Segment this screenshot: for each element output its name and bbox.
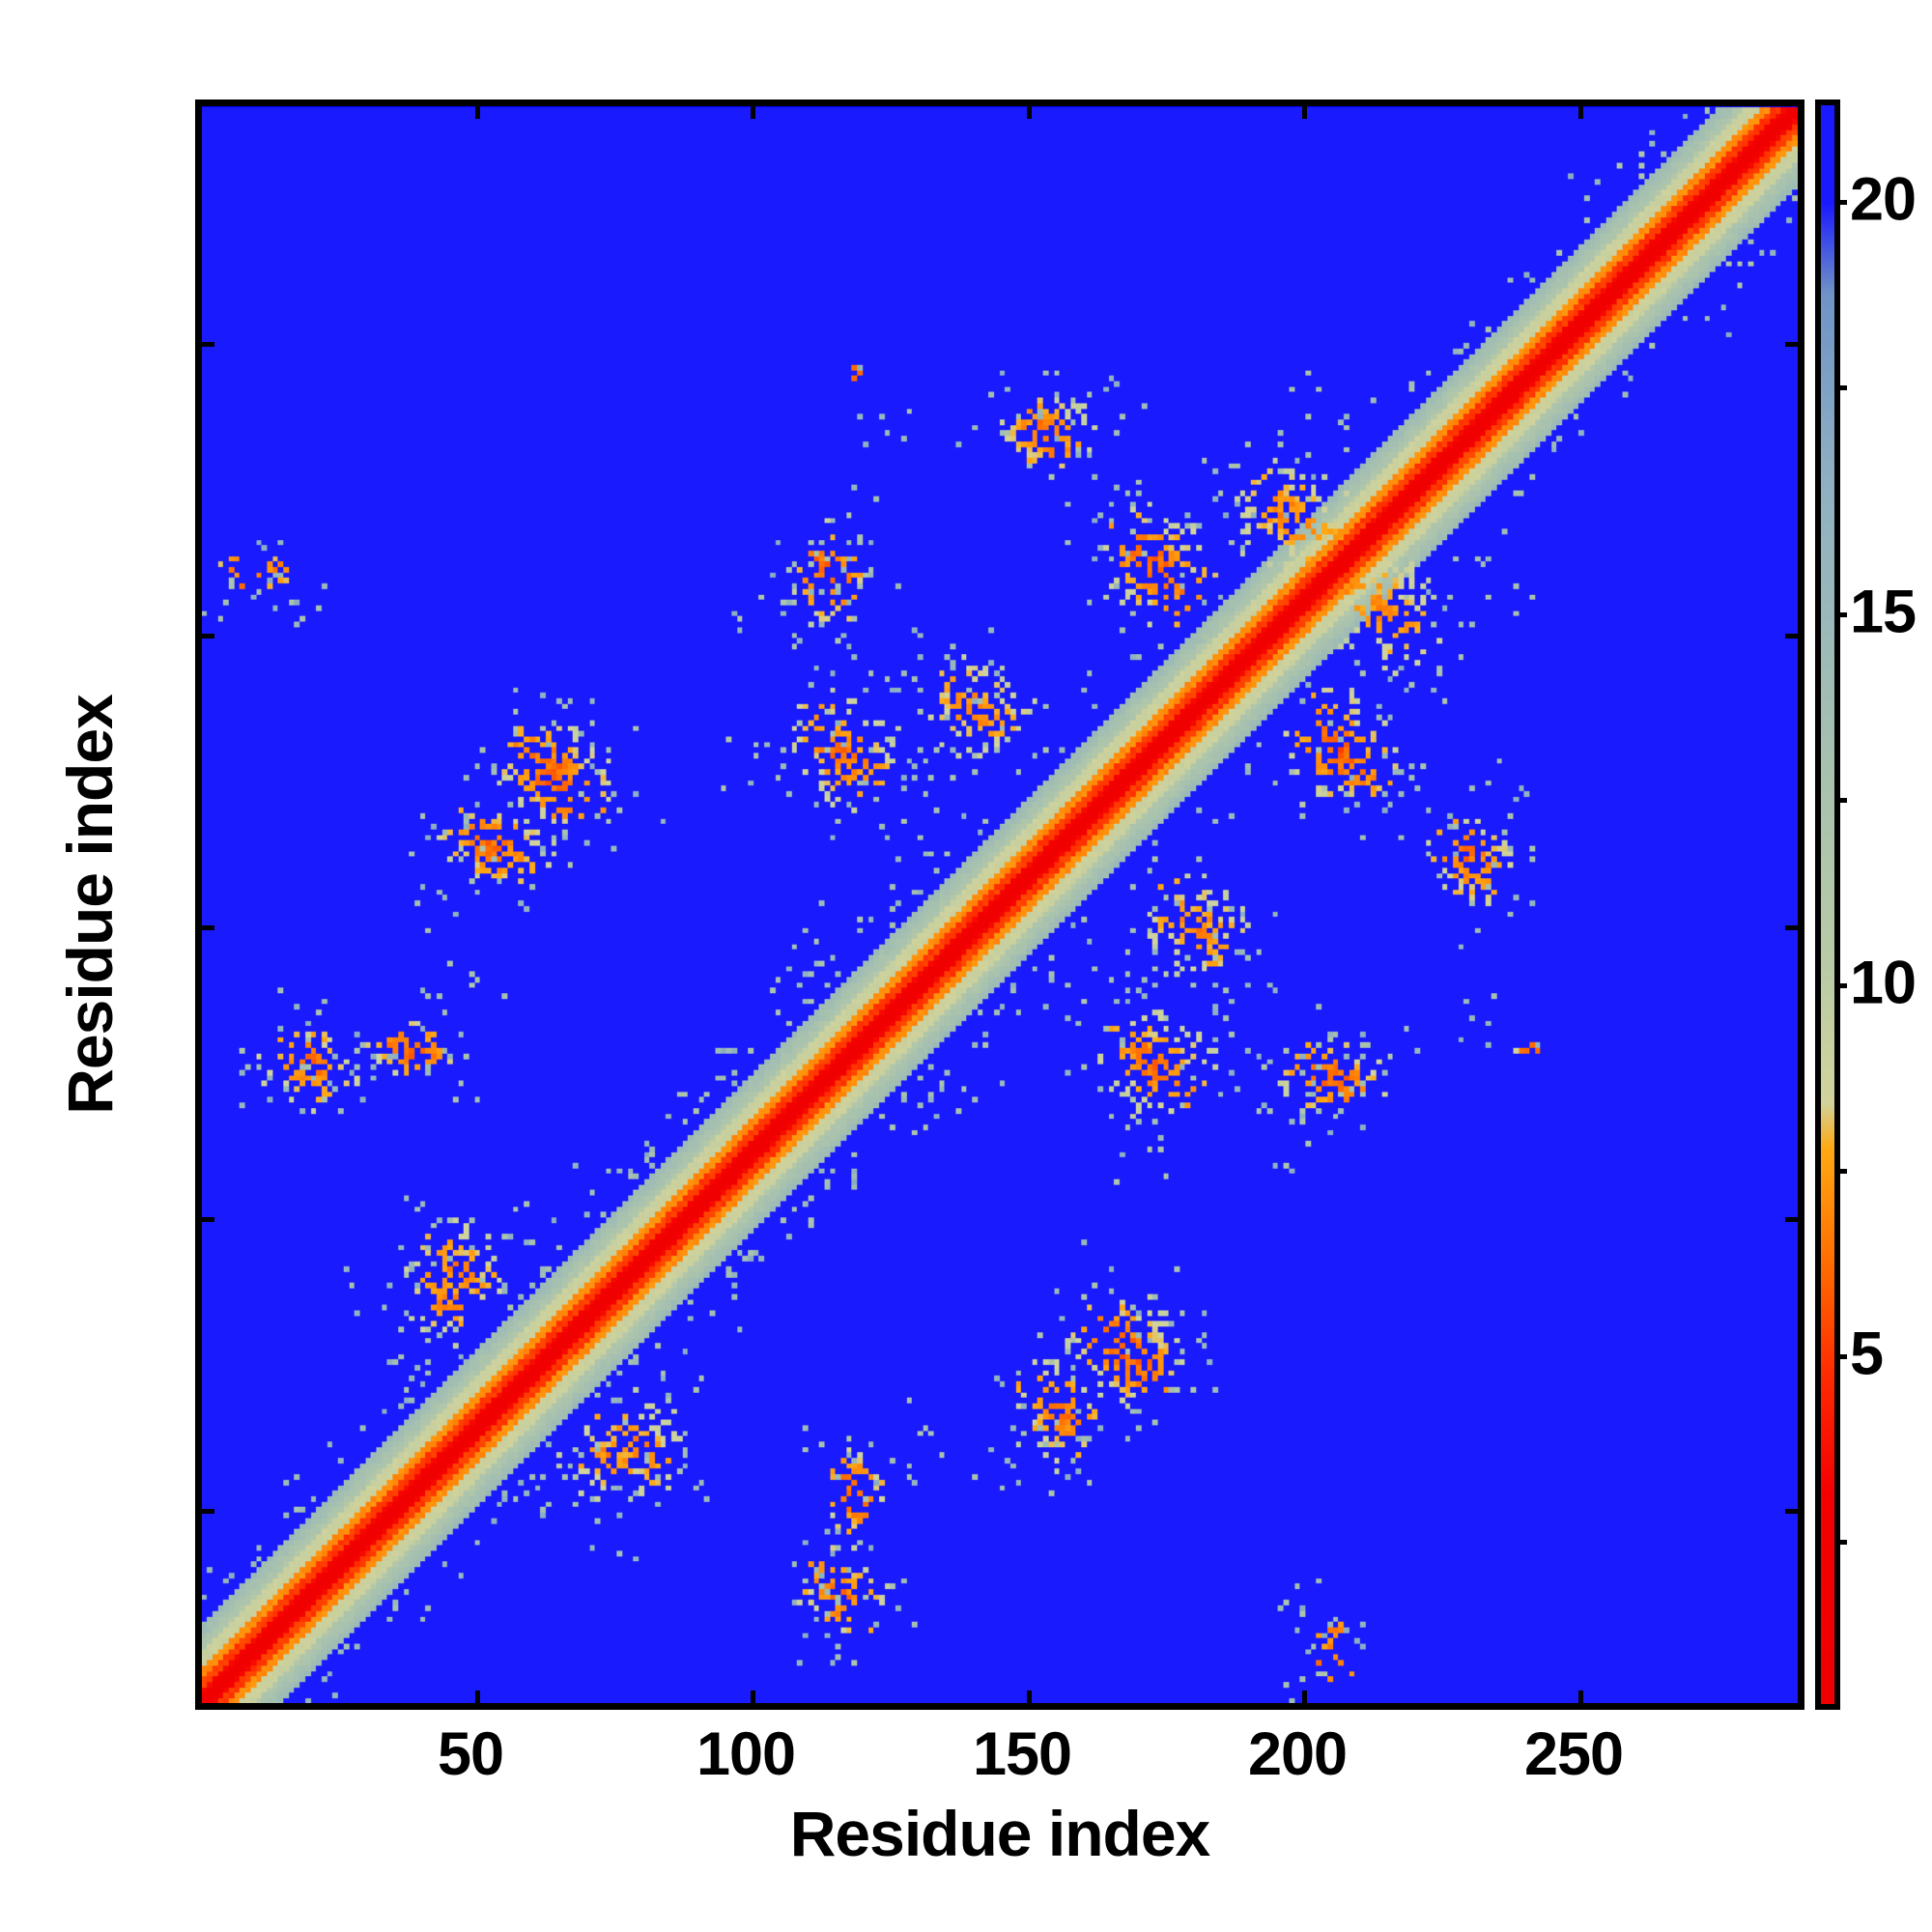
- y-axis-tick-right: [1785, 1509, 1799, 1514]
- y-axis-tick: [201, 925, 214, 930]
- y-axis-tick-right: [1785, 634, 1799, 639]
- colorbar-label-5: 5: [1850, 1320, 1884, 1388]
- contact-map-heatmap: [202, 106, 1798, 1703]
- contact-map-plot-area[interactable]: [195, 99, 1804, 1710]
- colorbar-label-20: 20: [1850, 165, 1917, 234]
- x-axis-tick: [1027, 105, 1032, 119]
- y-axis-tick-right: [1785, 342, 1799, 347]
- colorbar-tick: [1834, 1354, 1847, 1359]
- colorbar-tick: [1834, 983, 1847, 988]
- x-axis-tick: [475, 105, 480, 119]
- x-axis-tick-bottom: [1302, 1690, 1307, 1704]
- colorbar[interactable]: 20 15 10 5: [1815, 99, 1917, 1710]
- colorbar-gradient: [1821, 105, 1834, 1704]
- colorbar-label-15: 15: [1850, 578, 1917, 646]
- x-axis-tick-bottom: [1578, 1690, 1583, 1704]
- x-tick-label-100: 100: [696, 1720, 796, 1788]
- y-axis-tick-right: [1785, 1217, 1799, 1222]
- y-axis-tick: [201, 342, 214, 347]
- x-axis-tick-bottom: [751, 1690, 755, 1704]
- colorbar-tick: [1834, 798, 1847, 803]
- x-axis-tick-bottom: [1027, 1690, 1032, 1704]
- x-tick-label-50: 50: [437, 1720, 504, 1788]
- y-axis-tick: [201, 634, 214, 639]
- x-tick-label-150: 150: [972, 1720, 1072, 1788]
- y-axis-tick-right: [1785, 925, 1799, 930]
- colorbar-tick: [1834, 612, 1847, 617]
- x-tick-label-200: 200: [1247, 1720, 1348, 1788]
- x-axis-tick-bottom: [475, 1690, 480, 1704]
- colorbar-label-10: 10: [1850, 949, 1917, 1017]
- y-axis-tick: [201, 1217, 214, 1222]
- y-axis-title: Residue index: [54, 695, 126, 1115]
- colorbar-tick: [1834, 200, 1847, 205]
- y-axis-tick: [201, 1509, 214, 1514]
- x-axis-tick: [751, 105, 755, 119]
- x-axis-title: Residue index: [789, 1798, 1210, 1869]
- x-axis-tick: [1578, 105, 1583, 119]
- colorbar-tick: [1834, 385, 1847, 390]
- colorbar-tick: [1834, 1169, 1847, 1174]
- x-tick-label-250: 250: [1523, 1720, 1624, 1788]
- colorbar-tick: [1834, 1540, 1847, 1545]
- x-axis-tick: [1302, 105, 1307, 119]
